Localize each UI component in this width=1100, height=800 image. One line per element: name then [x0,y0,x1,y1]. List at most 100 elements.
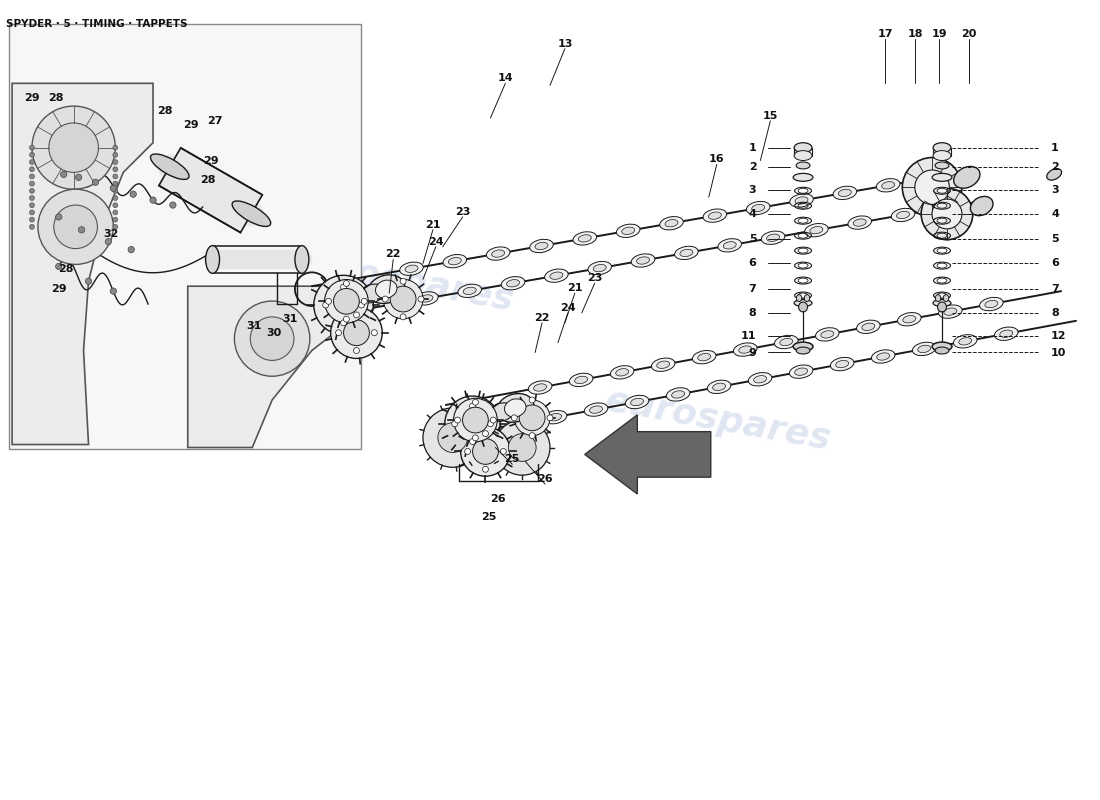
Ellipse shape [933,142,950,153]
Text: 29: 29 [183,120,199,130]
Ellipse shape [420,294,433,302]
Text: 25: 25 [505,454,520,464]
Text: 23: 23 [455,207,471,217]
Circle shape [113,181,118,186]
Circle shape [353,347,360,354]
Ellipse shape [502,277,525,290]
Circle shape [113,159,118,165]
Ellipse shape [405,265,418,273]
Text: eurospares: eurospares [286,245,517,318]
Ellipse shape [399,262,424,275]
Text: 22: 22 [385,250,400,259]
Text: 23: 23 [587,274,603,283]
Ellipse shape [761,231,784,245]
Circle shape [113,195,118,201]
Text: 19: 19 [932,29,947,39]
Ellipse shape [935,162,949,169]
Ellipse shape [590,406,603,414]
Circle shape [113,188,118,194]
Ellipse shape [630,398,644,406]
Circle shape [30,166,34,172]
Ellipse shape [666,219,678,227]
Ellipse shape [857,320,880,334]
Circle shape [54,205,98,249]
Ellipse shape [573,232,596,245]
Circle shape [30,145,34,150]
Circle shape [78,226,85,233]
Text: 12: 12 [1052,330,1067,341]
Ellipse shape [830,358,854,370]
Circle shape [30,152,34,158]
Ellipse shape [815,328,839,341]
Circle shape [464,449,471,454]
Circle shape [30,224,34,230]
Text: 21: 21 [568,283,583,293]
Ellipse shape [790,365,813,378]
Text: 28: 28 [48,93,64,103]
Text: 9: 9 [748,347,757,358]
Text: 20: 20 [961,29,977,39]
Text: 8: 8 [749,308,757,318]
Ellipse shape [854,219,866,226]
Text: 28: 28 [157,106,173,116]
Ellipse shape [912,342,936,355]
Circle shape [60,171,67,178]
Circle shape [106,238,111,245]
Circle shape [500,449,506,454]
Ellipse shape [937,302,946,312]
Text: 29: 29 [24,93,40,103]
Ellipse shape [667,388,690,401]
Ellipse shape [790,194,813,207]
Ellipse shape [810,226,823,234]
Ellipse shape [463,287,476,294]
Ellipse shape [804,223,828,237]
Ellipse shape [367,275,405,303]
Circle shape [128,246,134,253]
Circle shape [113,174,118,179]
Text: 22: 22 [535,313,550,323]
Circle shape [234,301,310,376]
Circle shape [251,317,294,361]
Circle shape [424,408,483,467]
Ellipse shape [848,216,871,230]
Circle shape [331,292,356,318]
Circle shape [56,214,62,220]
Text: 8: 8 [1052,308,1059,318]
Polygon shape [12,83,153,445]
Circle shape [113,145,118,150]
Ellipse shape [836,361,848,368]
Circle shape [331,307,383,358]
Ellipse shape [935,347,949,354]
Circle shape [483,466,488,472]
Circle shape [86,278,91,285]
Ellipse shape [703,209,727,222]
Ellipse shape [535,242,548,250]
Polygon shape [188,286,356,447]
Circle shape [56,263,62,270]
Ellipse shape [896,211,910,218]
Ellipse shape [550,272,563,279]
Ellipse shape [206,246,220,274]
Circle shape [30,181,34,186]
Text: 5: 5 [1052,234,1059,244]
Ellipse shape [871,350,895,363]
Text: 32: 32 [103,229,119,238]
Circle shape [390,286,416,312]
Ellipse shape [680,250,693,257]
Circle shape [519,405,544,430]
Ellipse shape [587,262,612,274]
Ellipse shape [713,383,726,390]
Circle shape [30,217,34,222]
Ellipse shape [570,374,593,386]
Ellipse shape [415,292,438,305]
Ellipse shape [616,369,629,376]
Circle shape [353,312,360,318]
Circle shape [169,202,176,208]
Ellipse shape [151,154,189,179]
Circle shape [113,202,118,208]
Text: 25: 25 [481,512,496,522]
Circle shape [314,275,373,334]
Text: 5: 5 [749,234,757,244]
Ellipse shape [443,254,466,268]
Circle shape [150,197,156,203]
